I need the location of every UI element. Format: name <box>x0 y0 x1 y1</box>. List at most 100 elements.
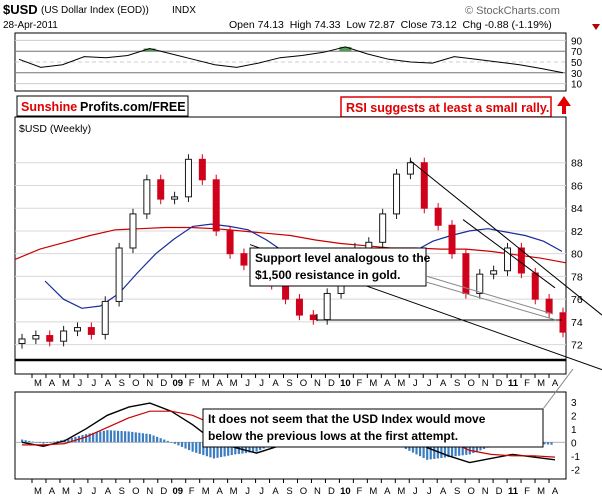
month-label: N <box>482 486 489 497</box>
macd-month-labels: M A M J J A S O N D 09 F M A M J J A S O N D 10 F M A M J J A S O N D 11 F M… <box>31 479 559 497</box>
histogram-bar <box>458 442 461 456</box>
month-label: J <box>245 378 250 389</box>
histogram-bar <box>24 440 27 443</box>
month-label: S <box>119 378 125 389</box>
support-note-box <box>249 247 427 287</box>
histogram-bar <box>418 442 422 457</box>
candle-body <box>379 213 387 243</box>
month-label: M <box>230 378 238 389</box>
price-tick-label: 86 <box>571 180 583 192</box>
brand-sunshine: Sunshine <box>21 100 77 114</box>
rsi-overbought-fill <box>339 46 352 52</box>
histogram-bar <box>52 441 56 443</box>
histogram-bar <box>195 442 198 453</box>
candle-body <box>490 270 498 275</box>
histogram-bar <box>209 442 212 458</box>
month-label: D <box>496 486 503 497</box>
rsi-overbought-fill <box>143 48 156 52</box>
month-label: M <box>62 486 70 497</box>
month-label: 09 <box>172 378 183 389</box>
month-label: O <box>132 486 139 497</box>
candle-body <box>282 283 290 300</box>
histogram-bar <box>230 442 233 456</box>
histogram-bar <box>170 442 173 443</box>
rsi-tick-label: 10 <box>571 80 583 91</box>
candle-body <box>545 298 553 314</box>
candle-body <box>115 247 123 302</box>
histogram-bar <box>141 433 145 443</box>
month-label: M <box>34 378 42 389</box>
price-tick-label: 74 <box>571 317 583 329</box>
month-label: A <box>384 378 391 389</box>
histogram-bar <box>450 442 454 457</box>
macd-tick-label: -2 <box>571 465 580 476</box>
candle-body <box>393 173 401 215</box>
candle-body <box>18 338 26 344</box>
candle-body <box>184 158 192 198</box>
histogram-bar <box>188 442 191 451</box>
month-label: M <box>34 486 42 497</box>
price-tick-label: 76 <box>571 294 583 306</box>
rsi-tick-label: 30 <box>571 69 583 80</box>
month-label: F <box>524 486 530 497</box>
histogram-bar <box>461 442 464 456</box>
month-label: A <box>49 486 56 497</box>
histogram-bar <box>415 442 418 455</box>
month-label: 10 <box>340 378 351 389</box>
candle-body <box>323 292 331 321</box>
histogram-bar <box>198 442 201 454</box>
histogram-bar <box>166 440 169 443</box>
month-label: D <box>496 378 503 389</box>
histogram-bar <box>422 442 425 458</box>
histogram-bar <box>124 431 127 443</box>
histogram-bar <box>447 442 450 458</box>
histogram-bar <box>454 442 457 457</box>
month-label: S <box>454 378 460 389</box>
candle-body <box>101 300 109 335</box>
month-label: M <box>230 486 238 497</box>
rsi-overbought-fills <box>143 46 352 52</box>
rsi-gridlines <box>15 39 566 85</box>
histogram-bar <box>219 442 223 458</box>
month-label: J <box>78 486 83 497</box>
month-label: S <box>119 486 125 497</box>
candle-body <box>129 213 137 249</box>
month-label: N <box>314 486 321 497</box>
candle-body <box>531 272 539 300</box>
histogram-bar <box>81 435 84 443</box>
candle-body <box>365 241 373 249</box>
brand-profits: Profits.com/FREE <box>80 100 186 114</box>
ohlc-readout: Open 74.13 High 74.33 Low 72.87 Close 73… <box>229 19 552 31</box>
price-tick-label: 72 <box>571 340 583 352</box>
macd-tick-label: 2 <box>571 411 577 422</box>
candle-body <box>434 207 442 226</box>
histogram-bar <box>472 442 475 454</box>
month-label: A <box>216 486 223 497</box>
candle-body <box>46 335 54 342</box>
symbol-title: $USD <box>3 2 38 17</box>
histogram-bar <box>99 431 102 443</box>
histogram-bar <box>120 431 123 443</box>
rsi-tick-label: 50 <box>571 58 583 69</box>
price-tick-label: 88 <box>571 158 583 170</box>
histogram-bar <box>443 442 447 458</box>
month-label: M <box>537 378 545 389</box>
trend-line <box>409 160 602 316</box>
month-label: J <box>413 486 418 497</box>
macd-note-line1: It does not seem that the USD Index woul… <box>208 412 486 426</box>
histogram-bar <box>173 442 176 444</box>
histogram-bar <box>92 432 95 443</box>
month-label: A <box>105 486 112 497</box>
month-label: M <box>537 486 545 497</box>
month-label: A <box>552 378 559 389</box>
candle-body <box>73 327 81 332</box>
rsi-tick-label: 70 <box>571 47 583 58</box>
support-note-line1: Support level analogous to the <box>255 251 431 265</box>
price-gridlines <box>15 162 566 346</box>
histogram-bar <box>205 442 208 457</box>
candle-body <box>420 162 428 209</box>
histogram-bar <box>84 434 88 443</box>
price-panel-frame <box>14 116 567 375</box>
chart-date: 28-Apr-2011 <box>3 20 58 31</box>
